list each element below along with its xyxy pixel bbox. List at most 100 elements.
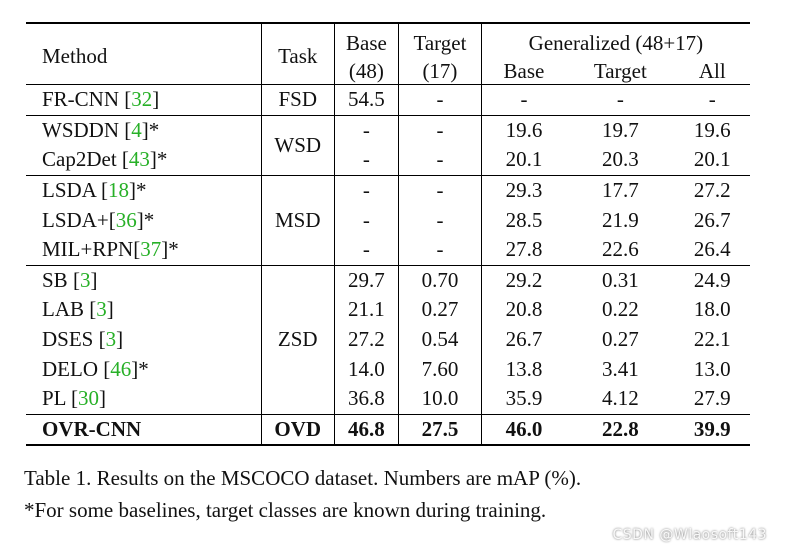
- table-row: WSDDN [4]* WSD - -19.6 19.7 19.6: [26, 115, 750, 176]
- gen-base-cell: 29.3: [505, 178, 543, 203]
- citation-link[interactable]: 4: [131, 117, 142, 142]
- method-name: MIL+RPN: [42, 237, 134, 262]
- citation-link[interactable]: 3: [96, 297, 107, 322]
- target-cell: 0.70: [398, 265, 482, 296]
- base-cell: 27.2: [334, 324, 400, 355]
- citation-link[interactable]: 3: [105, 327, 117, 352]
- base-cell: 21.1: [334, 295, 400, 325]
- target-cell: 0.27: [398, 295, 482, 325]
- gen-target-cell: 22.6: [566, 234, 675, 266]
- gen-all-cell: 27.2: [693, 178, 731, 203]
- target-cell: -: [398, 84, 482, 116]
- method-cell: FR-CNN [32]: [26, 84, 262, 116]
- base-cell: -: [334, 175, 400, 206]
- base-cell: 36.8: [334, 383, 400, 415]
- gen-all-cell: 24.9: [693, 267, 731, 292]
- results-table: Method Task Base Target Generalized (48+…: [26, 22, 750, 446]
- table-row-ours: OVR-CNN OVD 46.8 27.5 46.0 22.8 39.9: [26, 414, 750, 446]
- base-cell: -: [334, 115, 400, 146]
- method-name: FR-CNN: [42, 87, 125, 112]
- method-cell: Cap2Det [43]*: [26, 145, 262, 176]
- gen-base-cell: 46.0: [505, 416, 543, 441]
- citation-link[interactable]: 46: [110, 356, 132, 381]
- gen-base-cell: 19.6: [505, 117, 543, 142]
- citation-link[interactable]: 30: [77, 386, 99, 411]
- method-suffix: *: [135, 178, 147, 203]
- target-cell: 0.54: [398, 324, 482, 355]
- target-cell: 10.0: [398, 383, 482, 415]
- gen-all-cell: -: [674, 84, 750, 116]
- table-row: Cap2Det [43]* - -20.1 20.3 20.1: [26, 145, 750, 176]
- method-cell: LSDA+[36]*: [26, 205, 262, 235]
- method-cell: DELO [46]*: [26, 354, 262, 384]
- gen-all-cell: 18.0: [693, 297, 731, 322]
- base-cell: -: [334, 145, 400, 176]
- method-name: DSES: [42, 327, 99, 352]
- method-cell: SB [3]: [26, 265, 262, 296]
- gen-all-cell: 26.4: [674, 234, 750, 266]
- method-name: OVR-CNN: [26, 414, 262, 446]
- method-name: LSDA+: [42, 207, 109, 232]
- header-gen-target: Target: [593, 58, 647, 83]
- method-cell: WSDDN [4]*: [26, 115, 262, 146]
- table-row: MIL+RPN[37]* - -27.8 22.6 26.4: [26, 234, 750, 266]
- task-cell: WSD: [261, 115, 335, 176]
- header-method: Method: [26, 23, 262, 85]
- method-suffix: *: [143, 207, 155, 232]
- gen-all-cell: 20.1: [674, 145, 750, 176]
- table-row: SB [3] ZSD 29.7 0.70 29.2 0.31 24.9: [26, 265, 750, 415]
- citation-link[interactable]: 43: [128, 147, 150, 172]
- gen-target-cell: 17.7: [601, 178, 639, 203]
- base-cell: -: [334, 205, 400, 235]
- method-suffix: *: [156, 147, 168, 172]
- citation-link[interactable]: 36: [115, 207, 137, 232]
- base-cell: -: [334, 234, 400, 266]
- base-cell: 14.0: [334, 354, 400, 384]
- gen-base-cell: 27.8: [481, 234, 567, 266]
- citation-link[interactable]: 18: [107, 178, 129, 203]
- caption-line-2: *For some baselines, target classes are …: [24, 498, 547, 522]
- target-cell: 7.60: [398, 354, 482, 384]
- table-row: LAB [3] 21.1 0.27 20.8 0.22 18.0: [26, 295, 750, 325]
- method-name: DELO: [42, 356, 104, 381]
- gen-all-cell: 26.7: [693, 207, 731, 232]
- table-row: LSDA [18]* MSD - -29.3 17.7 27.2: [26, 175, 750, 266]
- target-cell: 27.5: [398, 414, 482, 446]
- table-row: DSES [3] 27.2 0.54 26.7 0.27 22.1: [26, 324, 750, 355]
- target-cell: -: [398, 115, 482, 146]
- gen-all-cell: 13.0: [693, 356, 731, 381]
- gen-all-cell: 39.9: [693, 416, 731, 441]
- table-row: FR-CNN [32] FSD 54.5- - - -: [26, 84, 750, 116]
- gen-target-cell: -: [566, 84, 675, 116]
- citation-link[interactable]: 32: [131, 87, 153, 112]
- gen-base-cell: 35.9: [481, 383, 567, 415]
- gen-target-cell: 0.22: [601, 297, 639, 322]
- table-row: LSDA+[36]* - -28.5 21.9 26.7: [26, 205, 750, 235]
- target-cell: -: [398, 234, 482, 266]
- gen-base-cell: 29.2: [505, 267, 543, 292]
- gen-target-cell: 3.41: [601, 356, 639, 381]
- task-cell: MSD: [261, 175, 335, 266]
- header-gen-all: All: [698, 58, 726, 83]
- gen-all-cell: 19.6: [693, 117, 731, 142]
- method-name: Cap2Det: [42, 147, 122, 172]
- watermark: CSDN @Wlaosoft143: [612, 527, 767, 543]
- citation-link[interactable]: 3: [79, 267, 91, 292]
- gen-all-cell: 22.1: [693, 327, 731, 352]
- caption-line-1: Table 1. Results on the MSCOCO dataset. …: [24, 466, 582, 490]
- gen-base-cell: 20.8: [505, 297, 543, 322]
- gen-base-cell: 20.1: [481, 145, 567, 176]
- gen-base-cell: 13.8: [505, 356, 543, 381]
- citation-link[interactable]: 37: [140, 237, 162, 262]
- gen-target-cell: 4.12: [566, 383, 675, 415]
- method-cell: LAB [3]: [26, 295, 262, 325]
- method-cell: MIL+RPN[37]*: [26, 234, 262, 266]
- header-generalized: Generalized (48+17): [528, 30, 704, 55]
- target-cell: -: [398, 205, 482, 235]
- method-name: LAB: [42, 297, 90, 322]
- gen-base-cell: -: [481, 84, 567, 116]
- gen-target-cell: 20.3: [566, 145, 675, 176]
- gen-target-cell: 0.27: [601, 327, 639, 352]
- base-cell: 46.8: [334, 414, 400, 446]
- header-task: Task: [261, 23, 335, 85]
